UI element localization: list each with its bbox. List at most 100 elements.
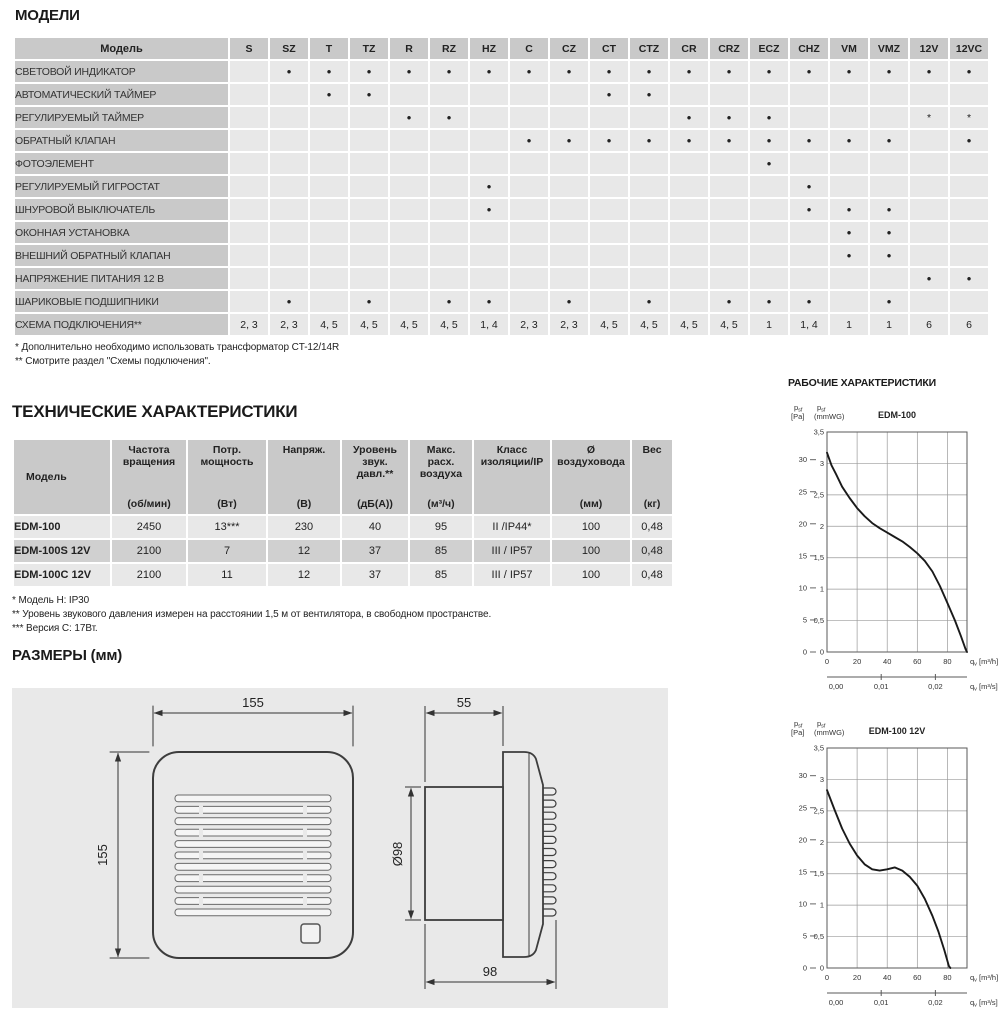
feature-label: ОКОННАЯ УСТАНОВКА <box>15 222 228 243</box>
tech-header-line: вращения <box>122 456 176 468</box>
models-column-header: RZ <box>430 38 468 59</box>
feature-label: СВЕТОВОЙ ИНДИКАТОР <box>15 61 228 82</box>
models-column-header: CT <box>590 38 628 59</box>
matrix-cell <box>870 268 908 289</box>
models-column-header: CZ <box>550 38 588 59</box>
matrix-cell: • <box>790 61 828 82</box>
matrix-cell <box>910 176 948 197</box>
matrix-cell <box>270 222 308 243</box>
y-tick-pa: 10 <box>799 899 807 908</box>
tech-header-lines: Потр. мощность <box>189 444 265 468</box>
y-axis-label: psf <box>817 719 826 730</box>
matrix-cell <box>950 245 988 266</box>
matrix-cell <box>230 291 268 312</box>
matrix-cell <box>350 176 388 197</box>
matrix-cell: 6 <box>950 314 988 335</box>
tech-value-cell: 0,48 <box>632 516 672 538</box>
matrix-cell <box>630 199 668 220</box>
tech-value-cell: 37 <box>342 564 408 586</box>
x-tick: 80 <box>943 973 951 982</box>
matrix-cell: • <box>630 61 668 82</box>
models-column-header: R <box>390 38 428 59</box>
x-tick: 40 <box>883 973 891 982</box>
tech-header-text: Потр. мощность (Вт) <box>188 441 266 513</box>
y-tick-mmwg: 1 <box>820 901 824 910</box>
matrix-cell <box>430 268 468 289</box>
matrix-cell: • <box>750 107 788 128</box>
front-height-label: 155 <box>95 844 110 866</box>
y-tick-mmwg: 0,5 <box>814 932 824 941</box>
tech-value-cell: 2450 <box>112 516 186 538</box>
side-body <box>502 751 544 958</box>
matrix-cell <box>790 222 828 243</box>
y-tick-pa: 30 <box>799 455 807 464</box>
models-column-header: 12VC <box>950 38 988 59</box>
side-depth-label: 55 <box>457 695 471 710</box>
models-column-header: T <box>310 38 348 59</box>
matrix-cell <box>390 291 428 312</box>
tech-header-line: Уровень <box>353 444 397 456</box>
matrix-cell <box>390 199 428 220</box>
side-depth-dimension <box>424 706 504 782</box>
matrix-cell <box>350 107 388 128</box>
matrix-cell <box>510 245 548 266</box>
matrix-cell <box>710 84 748 105</box>
tech-header-line: Вес <box>642 444 662 456</box>
matrix-cell: 4, 5 <box>710 314 748 335</box>
y-tick-pa: 15 <box>799 551 807 560</box>
tech-value-cell: 13*** <box>188 516 266 538</box>
matrix-cell: • <box>670 61 708 82</box>
tech-value-cell: 11 <box>188 564 266 586</box>
matrix-cell <box>670 199 708 220</box>
tech-header-line: расх. <box>427 456 455 468</box>
matrix-cell: 2, 3 <box>550 314 588 335</box>
feature-label: РЕГУЛИРУЕМЫЙ ТАЙМЕР <box>15 107 228 128</box>
matrix-cell: • <box>950 61 988 82</box>
tech-header-lines: Макс. расх. воздуха <box>411 444 471 480</box>
tech-header-line: воздуховода <box>557 456 625 468</box>
tech-header-lines: Уровень звук. давл.** <box>343 444 407 480</box>
matrix-cell <box>390 268 428 289</box>
matrix-cell <box>310 176 348 197</box>
total-depth-dimension <box>424 920 557 989</box>
matrix-cell <box>590 222 628 243</box>
matrix-cell <box>790 268 828 289</box>
tech-header-lines: Вес <box>633 444 671 456</box>
tech-header-line: Напряж. <box>282 444 326 456</box>
secondary-axis-unit: qv [m³/s] <box>970 682 998 693</box>
matrix-cell <box>590 291 628 312</box>
plot-border <box>826 431 968 653</box>
tech-value-cell: 100 <box>552 564 630 586</box>
matrix-cell: • <box>350 291 388 312</box>
performance-curve <box>826 451 968 653</box>
matrix-cell: • <box>830 245 868 266</box>
tech-data-row: EDM-100S 12V 2100 7 12 37 85 III / IP57 100 0,48 <box>14 540 672 562</box>
x-tick: 0 <box>825 973 829 982</box>
matrix-cell <box>750 84 788 105</box>
matrix-cell <box>510 84 548 105</box>
front-width-dimension <box>152 705 354 747</box>
matrix-cell <box>310 245 348 266</box>
matrix-cell <box>470 245 508 266</box>
x-tick: 60 <box>913 657 921 666</box>
tech-column-header: Напряж. (В) <box>268 440 340 514</box>
matrix-cell <box>510 291 548 312</box>
matrix-cell: * <box>910 107 948 128</box>
models-column-header: VMZ <box>870 38 908 59</box>
matrix-cell <box>830 84 868 105</box>
matrix-cell <box>950 153 988 174</box>
footnote-line: * Дополнительно необходимо использовать … <box>15 342 340 353</box>
matrix-cell <box>910 153 948 174</box>
matrix-cell <box>750 245 788 266</box>
tech-header-lines: Модель <box>26 471 109 483</box>
matrix-cell <box>470 130 508 151</box>
matrix-cell: • <box>510 130 548 151</box>
grille-notch <box>199 805 203 814</box>
matrix-cell <box>310 130 348 151</box>
total-depth-label: 98 <box>483 964 497 979</box>
secondary-tick: 0,02 <box>928 682 943 691</box>
tech-header-unit: (Вт) <box>217 498 237 510</box>
matrix-cell <box>430 84 468 105</box>
tech-value-cell: III / IP57 <box>474 564 550 586</box>
tech-value-cell: 2100 <box>112 540 186 562</box>
